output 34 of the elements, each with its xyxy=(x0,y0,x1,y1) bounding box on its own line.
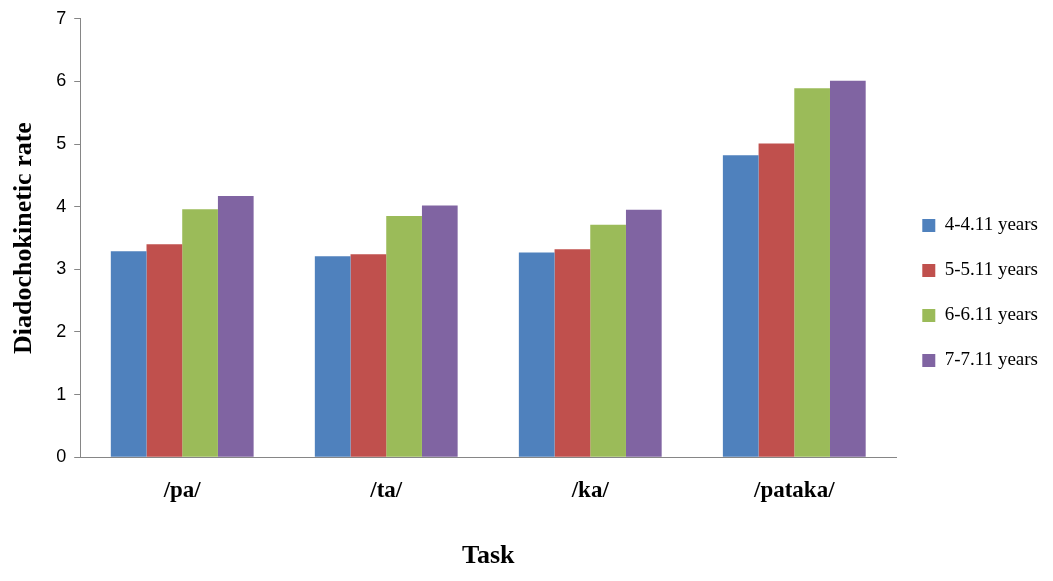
y-axis-title: Diadochokinetic rate xyxy=(8,122,38,354)
x-tick-label: /ka/ xyxy=(570,476,610,502)
y-tick-label: 7 xyxy=(56,7,67,28)
bar xyxy=(625,209,662,457)
legend-label: 6-6.11 years xyxy=(944,303,1039,325)
bar xyxy=(554,249,591,457)
bar xyxy=(146,244,183,457)
bar xyxy=(518,252,555,457)
x-tick-label: /ta/ xyxy=(369,476,403,502)
bar xyxy=(758,143,795,457)
legend-label: 7-7.11 years xyxy=(944,348,1039,370)
bar xyxy=(110,251,147,457)
y-tick-label: 1 xyxy=(56,383,67,404)
legend-label: 5-5.11 years xyxy=(944,258,1039,280)
bar xyxy=(794,88,830,457)
bar xyxy=(386,216,422,457)
y-tick-label: 4 xyxy=(56,195,67,216)
bar xyxy=(314,256,351,457)
bar xyxy=(350,254,387,457)
x-axis-title: Task xyxy=(461,540,516,570)
bar xyxy=(421,205,458,457)
y-tick-label: 0 xyxy=(56,446,67,467)
y-tick-label: 3 xyxy=(56,258,67,279)
bar xyxy=(182,209,218,457)
legend-label: 4-4.11 years xyxy=(944,213,1039,235)
bar xyxy=(722,155,759,457)
bar xyxy=(217,196,254,457)
y-tick-label: 5 xyxy=(56,133,67,154)
x-tick-label: /pataka/ xyxy=(753,476,836,502)
bar xyxy=(590,224,626,457)
y-tick-label: 2 xyxy=(56,320,67,341)
bar xyxy=(829,80,866,457)
y-tick-label: 6 xyxy=(56,70,67,91)
x-tick-label: /pa/ xyxy=(162,476,202,502)
